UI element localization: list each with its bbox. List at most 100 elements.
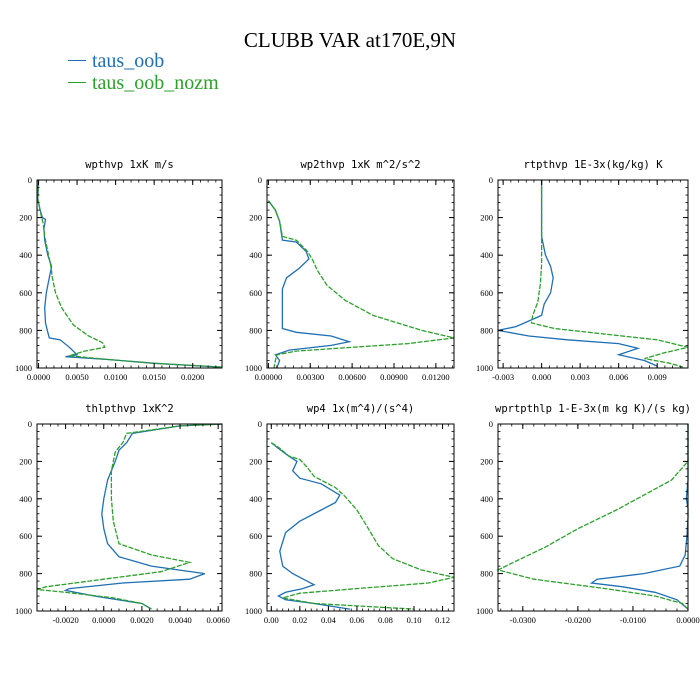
y-tick-label: 600 [249,288,262,298]
legend-item-taus-oob-nozm: taus_oob_nozm [68,72,219,95]
x-tick-label: -0.0200 [565,615,591,625]
y-tick-label: 0 [258,419,262,429]
plot-title: wprtpthlp 1-E-3x(m kg K)/(s kg) [495,403,691,415]
y-tick-label: 200 [19,456,32,466]
y-tick-label: 1000 [15,606,32,616]
series-line-taus-oob-nozm [37,179,223,368]
x-tick-label: 0.00000 [255,372,283,382]
x-tick-label: 0.0040 [168,615,191,625]
y-tick-label: 1000 [15,363,32,373]
plot-frame [266,179,455,369]
x-tick-label: 0.08 [378,615,393,625]
series-line-taus-oob [497,180,658,367]
x-tick-label: 0.006 [609,372,628,382]
plot-title: wp2thvp 1xK m^2/s^2 [300,159,420,171]
y-tick-label: 600 [19,288,32,298]
legend-swatch-taus-oob [68,59,86,61]
y-tick-label: 200 [249,213,262,223]
x-tick-label: 0.10 [407,615,422,625]
x-tick-label: 0.00900 [380,372,408,382]
x-tick-label: 0.000 [532,372,551,382]
series-line-taus-oob-nozm [530,180,689,368]
y-tick-label: 800 [480,569,493,579]
y-tick-label: 600 [19,531,32,541]
plot-panel-2: wp2thvp 1xK m^2/s^2020040060080010000.00… [245,159,455,382]
x-tick-label: 0.00300 [296,372,324,382]
legend-swatch-taus-oob-nozm [68,81,86,83]
y-tick-label: 600 [480,288,493,298]
plot-frame [497,179,689,369]
y-tick-label: 0 [258,175,262,185]
plot-frame [36,423,223,612]
y-tick-label: 0 [489,175,493,185]
y-tick-label: 0 [489,419,493,429]
y-tick-label: 0 [28,419,32,429]
y-tick-label: 600 [249,531,262,541]
legend-item-taus-oob: taus_oob [68,50,164,73]
x-tick-label: 0.009 [648,372,667,382]
plot-frame [266,423,455,612]
plot-panel-6: wprtpthlp 1-E-3x(m kg K)/(s kg)0 200 400 60… [476,403,700,625]
series-line-taus-oob [63,423,223,610]
x-tick-label: 0.02 [292,615,307,625]
plot-title: wp4 1x(m^4)/(s^4) [307,403,414,415]
y-tick-label: 200 [480,456,493,466]
series-line-taus-oob [267,200,352,369]
plot-panel-4: thlpthvp 1xK^2 0 200 400 600 800 1000 -0.0020 0.… [15,403,230,625]
x-tick-label: -0.0300 [510,615,536,625]
x-tick-label: 0.003 [571,372,590,382]
x-tick-label: -0.0100 [620,615,646,625]
x-tick-label: 0.01200 [422,372,450,382]
y-tick-label: 400 [19,250,32,260]
series-line-taus-oob-nozm [496,424,689,610]
legend-label-taus-oob: taus_oob [92,50,165,72]
x-tick-label: 0.0060 [206,615,229,625]
x-tick-label: 0.00600 [338,372,366,382]
y-tick-label: 200 [249,456,262,466]
series-line-taus-oob [37,179,223,368]
y-tick-label: 800 [480,325,493,335]
y-tick-label: 200 [19,213,32,223]
page-title: CLUBB VAR at170E,9N [243,28,457,52]
series-line-taus-oob-nozm [267,200,455,369]
x-tick-label: 0.0200 [181,372,204,382]
y-tick-label: 1000 [476,606,493,616]
y-tick-label: 400 [480,494,493,504]
series-line-taus-oob [270,442,350,610]
x-tick-label: 0.00 [264,615,279,625]
x-tick-label: 0.0020 [130,615,153,625]
y-tick-label: 400 [19,494,32,504]
y-tick-label: 1000 [476,363,493,373]
x-tick-label: 0.0050 [65,372,88,382]
plot-frame [497,423,689,612]
y-tick-label: 800 [19,325,32,335]
y-tick-label: 0 [28,175,32,185]
x-tick-label: 0.0000 [27,372,50,382]
y-tick-label: 400 [249,250,262,260]
y-tick-label: 200 [480,213,493,223]
y-tick-label: 800 [249,325,262,335]
x-tick-label: 0.0000 [92,615,115,625]
plot-title: rtpthvp 1E-3x(kg/kg) K [523,159,663,171]
y-tick-label: 400 [480,250,493,260]
y-tick-label: 800 [19,569,32,579]
y-tick-label: 400 [249,494,262,504]
y-tick-label: 800 [249,569,262,579]
x-tick-label: 0.0000 [676,615,699,625]
y-tick-label: 600 [480,531,493,541]
plot-panel-3: rtpthvp 1E-3x(kg/kg) K 0 200 400 600 800 1000-… [476,159,689,382]
plot-title: thlpthvp 1xK^2 [85,403,174,415]
x-tick-label: 0.06 [349,615,364,625]
series-line-taus-oob-nozm [270,442,455,610]
x-tick-label: -0.003 [492,372,514,382]
x-tick-label: 0.0150 [142,372,165,382]
series-line-taus-oob-nozm [36,423,223,610]
plot-title: wpthvp 1xK m/s [85,159,174,171]
x-tick-label: -0.0020 [52,615,78,625]
y-tick-label: 1000 [245,363,262,373]
series-line-taus-oob [589,424,689,610]
plot-frame [36,179,223,369]
